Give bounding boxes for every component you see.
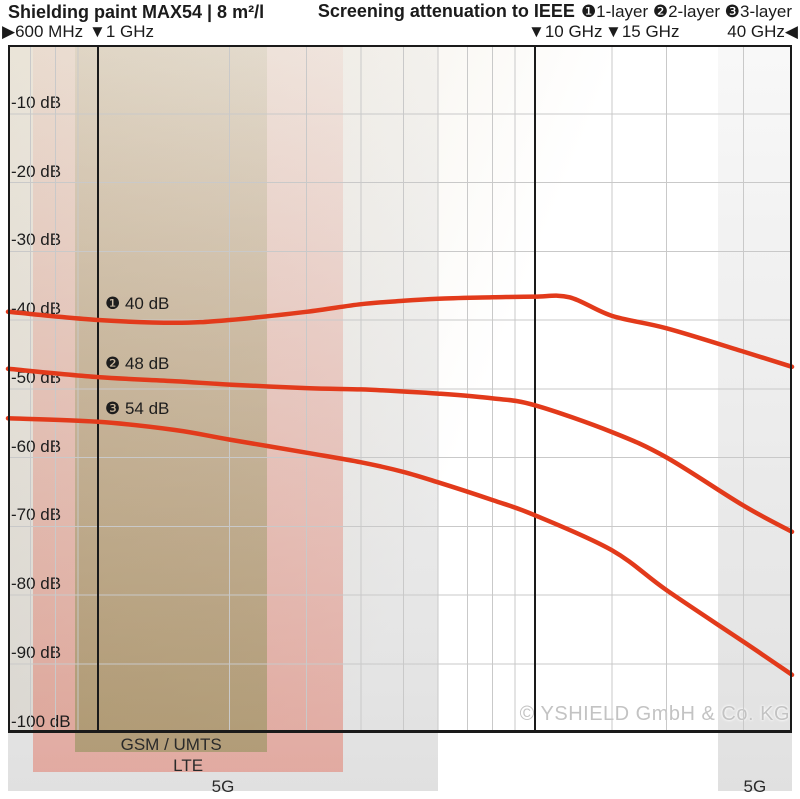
- band-label: 5G: [743, 776, 767, 796]
- curve-label-3-layer: ❸ 54 dB: [105, 399, 170, 418]
- band-label: GSM / UMTS: [120, 734, 222, 754]
- freq-marker-600mhz: ▶600 MHz: [2, 22, 84, 41]
- watermark: © YSHIELD GmbH & Co. KG: [519, 703, 790, 725]
- y-axis-label: -70 dB: [11, 505, 62, 525]
- curve-label-2-layer: ❷ 48 dB: [105, 354, 170, 373]
- y-axis-label: -90 dB: [11, 642, 62, 662]
- freq-marker-1ghz: ▼1 GHz: [89, 22, 155, 41]
- attenuation-curve-3-layer: [5, 416, 795, 678]
- band-label: 5G: [211, 776, 235, 796]
- y-axis-label: -10 dB: [11, 92, 62, 112]
- band-lte: [32, 45, 344, 772]
- curve-label-1-layer: ❶ 40 dB: [105, 294, 170, 313]
- freq-marker-10ghz: ▼10 GHz: [528, 22, 603, 41]
- y-axis-label: -20 dB: [11, 161, 62, 181]
- legend-header: Screening attenuation to IEEE ❶1-layer ❷2…: [318, 1, 792, 22]
- legend-layer-entries: ❶1-layer ❷2-layer ❸3-layer: [580, 2, 792, 21]
- band-gsm-umts: [75, 45, 268, 753]
- band-label: LTE: [173, 755, 204, 775]
- attenuation-curve-2-layer: [5, 366, 795, 535]
- attenuation-curve-1-layer: [5, 293, 795, 370]
- y-axis-label: -30 dB: [11, 230, 62, 250]
- freq-marker-15ghz: ▼15 GHz: [605, 22, 680, 41]
- freq-marker-40ghz: 40 GHz◀: [727, 22, 798, 41]
- legend-title: Screening attenuation to IEEE: [317, 1, 575, 21]
- chart-title: Shielding paint MAX54 | 8 m²/l: [8, 2, 265, 22]
- band-5g: [8, 45, 439, 792]
- y-axis-label: -60 dB: [11, 436, 62, 456]
- y-axis-label: -80 dB: [11, 574, 62, 593]
